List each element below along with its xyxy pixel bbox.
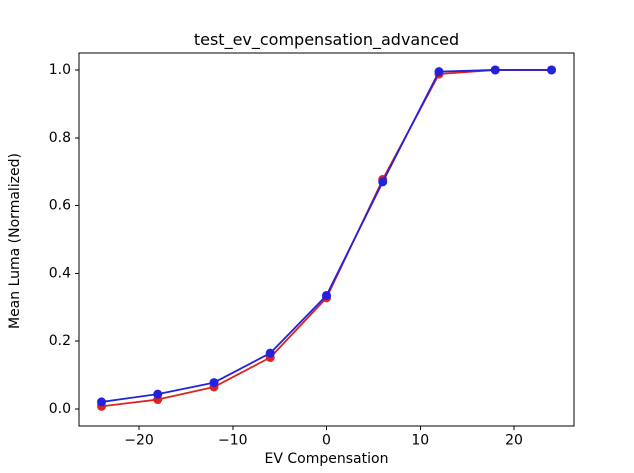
marker-blue-line xyxy=(209,378,219,388)
marker-blue-line xyxy=(322,290,331,300)
marker-blue-line xyxy=(547,65,556,75)
chart-title: test_ev_compensation_advanced xyxy=(193,30,460,49)
y-tick-label: 1.0 xyxy=(49,62,71,78)
y-tick-label: 0.4 xyxy=(49,265,71,281)
plot-frame xyxy=(78,52,575,427)
series-blue-line xyxy=(100,69,553,403)
x-tick-label: −20 xyxy=(124,433,154,449)
x-axis-label: EV Compensation xyxy=(264,451,389,467)
y-tick-label: 0.6 xyxy=(49,198,71,214)
x-tick-label: 20 xyxy=(505,433,523,449)
marker-blue-line xyxy=(153,389,163,399)
y-tick-label: 0.0 xyxy=(49,401,71,417)
x-tick-label: 0 xyxy=(322,433,331,449)
marker-blue-line xyxy=(97,397,106,407)
x-tick-label: 10 xyxy=(411,433,429,449)
marker-blue-line xyxy=(490,65,500,75)
marker-blue-line xyxy=(434,67,444,77)
series-red-line xyxy=(100,69,553,408)
y-tick-label: 0.2 xyxy=(49,333,71,349)
x-tick-label: −10 xyxy=(218,433,248,449)
marker-blue-line xyxy=(378,177,388,187)
y-tick-label: 0.8 xyxy=(49,130,71,146)
marker-blue-line xyxy=(265,348,275,358)
